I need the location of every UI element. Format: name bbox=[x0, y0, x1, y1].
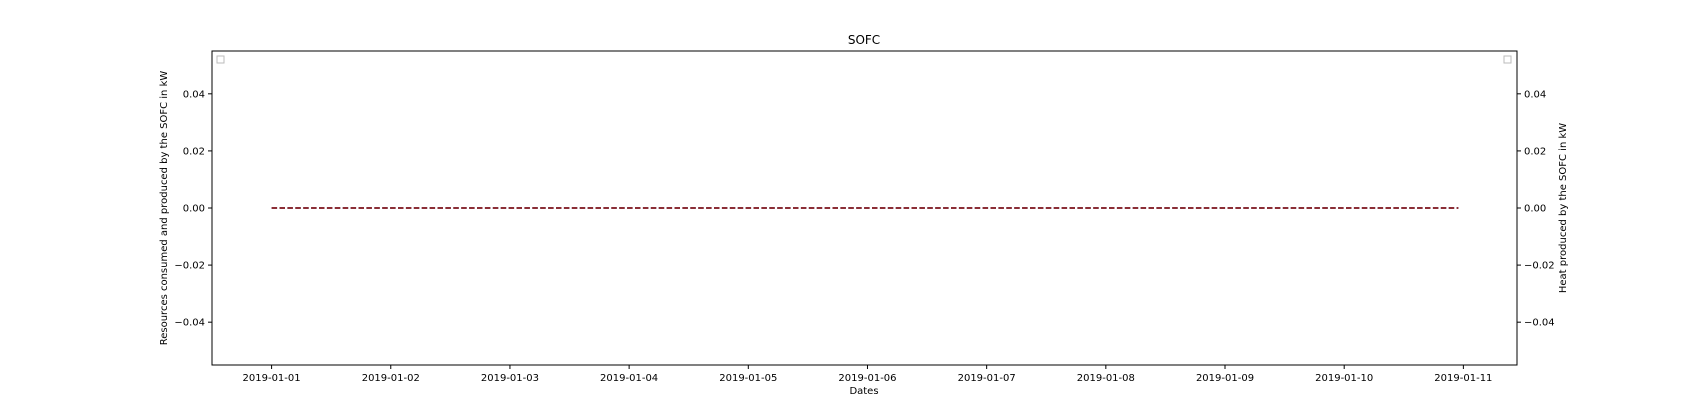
legend-left-box bbox=[216, 55, 225, 64]
y-right-tick-label: 0.00 bbox=[1524, 204, 1546, 215]
chart-title: SOFC bbox=[848, 33, 880, 47]
y-axis-right-ticks: −0.04 −0.02 0.00 0.02 0.04 bbox=[1517, 89, 1555, 329]
y-right-tick-label: −0.02 bbox=[1524, 261, 1555, 272]
y-left-tick-label: 0.02 bbox=[183, 146, 205, 157]
x-tick-label: 2019-01-11 bbox=[1434, 373, 1492, 384]
x-tick-label: 2019-01-06 bbox=[838, 373, 896, 384]
y-left-tick-label: −0.02 bbox=[174, 261, 205, 272]
y-right-tick-label: 0.04 bbox=[1524, 89, 1546, 100]
y-left-tick-label: −0.04 bbox=[174, 318, 205, 329]
y-axis-left-ticks: −0.04 −0.02 0.00 0.02 0.04 bbox=[174, 89, 212, 329]
y-left-tick-label: 0.00 bbox=[183, 204, 205, 215]
x-tick-label: 2019-01-01 bbox=[243, 373, 301, 384]
x-axis-label: Dates bbox=[849, 386, 878, 397]
x-tick-label: 2019-01-10 bbox=[1315, 373, 1373, 384]
legend-right-box bbox=[1503, 55, 1512, 64]
y-right-tick-label: 0.02 bbox=[1524, 146, 1546, 157]
x-tick-label: 2019-01-08 bbox=[1077, 373, 1135, 384]
x-tick-label: 2019-01-04 bbox=[600, 373, 658, 384]
x-axis-ticks: 2019-01-01 2019-01-02 2019-01-03 2019-01-04… bbox=[243, 365, 1492, 384]
y-left-tick-label: 0.04 bbox=[183, 89, 205, 100]
y-right-tick-label: −0.04 bbox=[1524, 318, 1555, 329]
y-axis-right-label: Heat produced by the SOFC in kW bbox=[1558, 123, 1569, 293]
x-tick-label: 2019-01-03 bbox=[481, 373, 539, 384]
y-axis-left-label: Resources consumed and produced by the S… bbox=[159, 71, 170, 346]
x-tick-label: 2019-01-02 bbox=[362, 373, 420, 384]
x-tick-label: 2019-01-07 bbox=[958, 373, 1016, 384]
x-tick-label: 2019-01-09 bbox=[1196, 373, 1254, 384]
x-tick-label: 2019-01-05 bbox=[719, 373, 777, 384]
